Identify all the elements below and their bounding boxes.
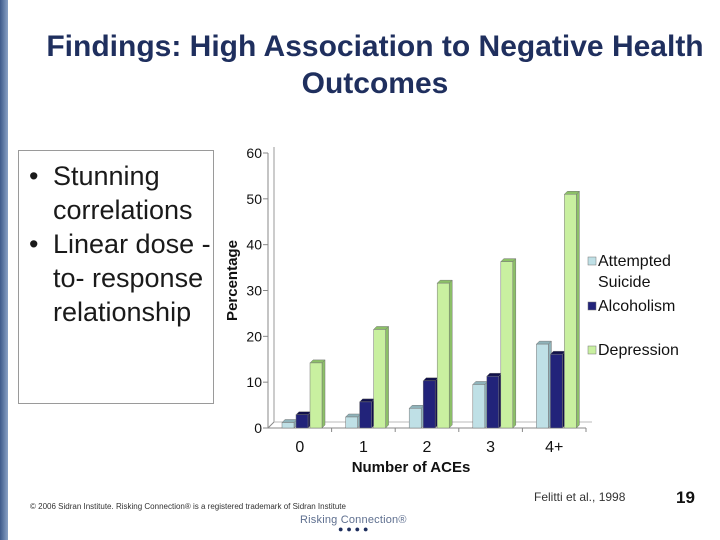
bar-attempted-suicide-1 <box>345 416 358 429</box>
bar-side-face <box>512 258 517 429</box>
bar-alcoholism-4+ <box>550 353 563 429</box>
bar-top-face <box>472 381 489 385</box>
bar-depression-4+ <box>564 194 577 429</box>
citation: Felitti et al., 1998 <box>534 490 626 504</box>
bar-top-face <box>563 191 581 195</box>
bullet-item: Linear dose -to- response relationship <box>19 227 213 329</box>
bar-side-face <box>385 325 389 429</box>
bar-attempted-suicide-3 <box>472 384 486 429</box>
x-tick-label: 1 <box>359 439 368 456</box>
bar-attempted-suicide-0 <box>281 422 295 429</box>
bullet-box: Stunning correlations Linear dose -to- r… <box>18 150 214 404</box>
risking-connection-logo: Risking Connection® ● ● ● ● <box>300 514 410 534</box>
bullet-item: Stunning correlations <box>19 159 213 227</box>
y-tick-label: 10 <box>246 374 262 390</box>
bullet-list: Stunning correlations Linear dose -to- r… <box>19 159 213 329</box>
floor-corner-line <box>267 421 275 429</box>
y-tick-label: 50 <box>246 191 262 207</box>
bar-attempted-suicide-2 <box>408 408 422 429</box>
legend-swatch <box>587 301 597 311</box>
bar-side-face <box>321 359 326 429</box>
y-tick-label: 40 <box>246 237 262 253</box>
x-tick-label: 0 <box>295 439 304 456</box>
y-tick-label: 30 <box>246 283 262 299</box>
legend-label: Attempted Suicide <box>598 253 671 291</box>
bar-top-face <box>358 398 376 403</box>
legend-swatch <box>587 256 597 266</box>
bar-depression-1 <box>373 329 386 429</box>
y-axis-label: Percentage <box>224 240 241 321</box>
x-tick-label: 2 <box>423 439 432 456</box>
legend-label: Depression <box>598 342 679 359</box>
bar-top-face <box>500 258 517 262</box>
bar-top-face <box>372 326 390 330</box>
bar-top-face <box>281 419 298 423</box>
bar-top-face <box>309 359 326 364</box>
bar-depression-2 <box>436 282 450 429</box>
bar-alcoholism-1 <box>359 401 372 429</box>
bar-top-face <box>436 279 453 284</box>
bar-depression-0 <box>309 362 323 429</box>
logo-text: Risking Connection® <box>300 514 407 526</box>
y-tick-label: 0 <box>254 420 262 436</box>
bar-top-face <box>535 340 553 345</box>
bar-alcoholism-3 <box>486 375 500 429</box>
bar-depression-3 <box>500 261 514 429</box>
bar-top-face <box>295 411 312 415</box>
x-tick-label: 3 <box>486 439 495 456</box>
slide-title: Findings: High Association to Negative H… <box>46 30 704 100</box>
bar-top-face <box>549 350 567 355</box>
legend-swatch <box>587 345 597 355</box>
logo-dots-icon: ● ● ● ● <box>338 524 369 534</box>
bar-top-face <box>422 377 439 382</box>
bar-top-face <box>486 372 503 377</box>
bar-side-face <box>576 190 580 429</box>
bar-side-face <box>448 279 453 429</box>
x-tick-label: 4+ <box>545 439 563 456</box>
page-number: 19 <box>676 488 695 507</box>
y-tick-label: 60 <box>246 145 262 161</box>
bar-attempted-suicide-4+ <box>536 343 549 429</box>
x-axis-label: Number of ACEs <box>352 459 471 476</box>
copyright-notice: © 2006 Sidran Institute. Risking Connect… <box>30 502 346 511</box>
left-decorative-stripe <box>0 0 8 540</box>
bar-alcoholism-2 <box>422 380 436 429</box>
bar-top-face <box>344 413 362 418</box>
bar-top-face <box>408 405 425 409</box>
bar-alcoholism-0 <box>295 414 309 429</box>
y-tick-label: 20 <box>246 328 262 344</box>
legend-label: Alcoholism <box>598 298 675 315</box>
